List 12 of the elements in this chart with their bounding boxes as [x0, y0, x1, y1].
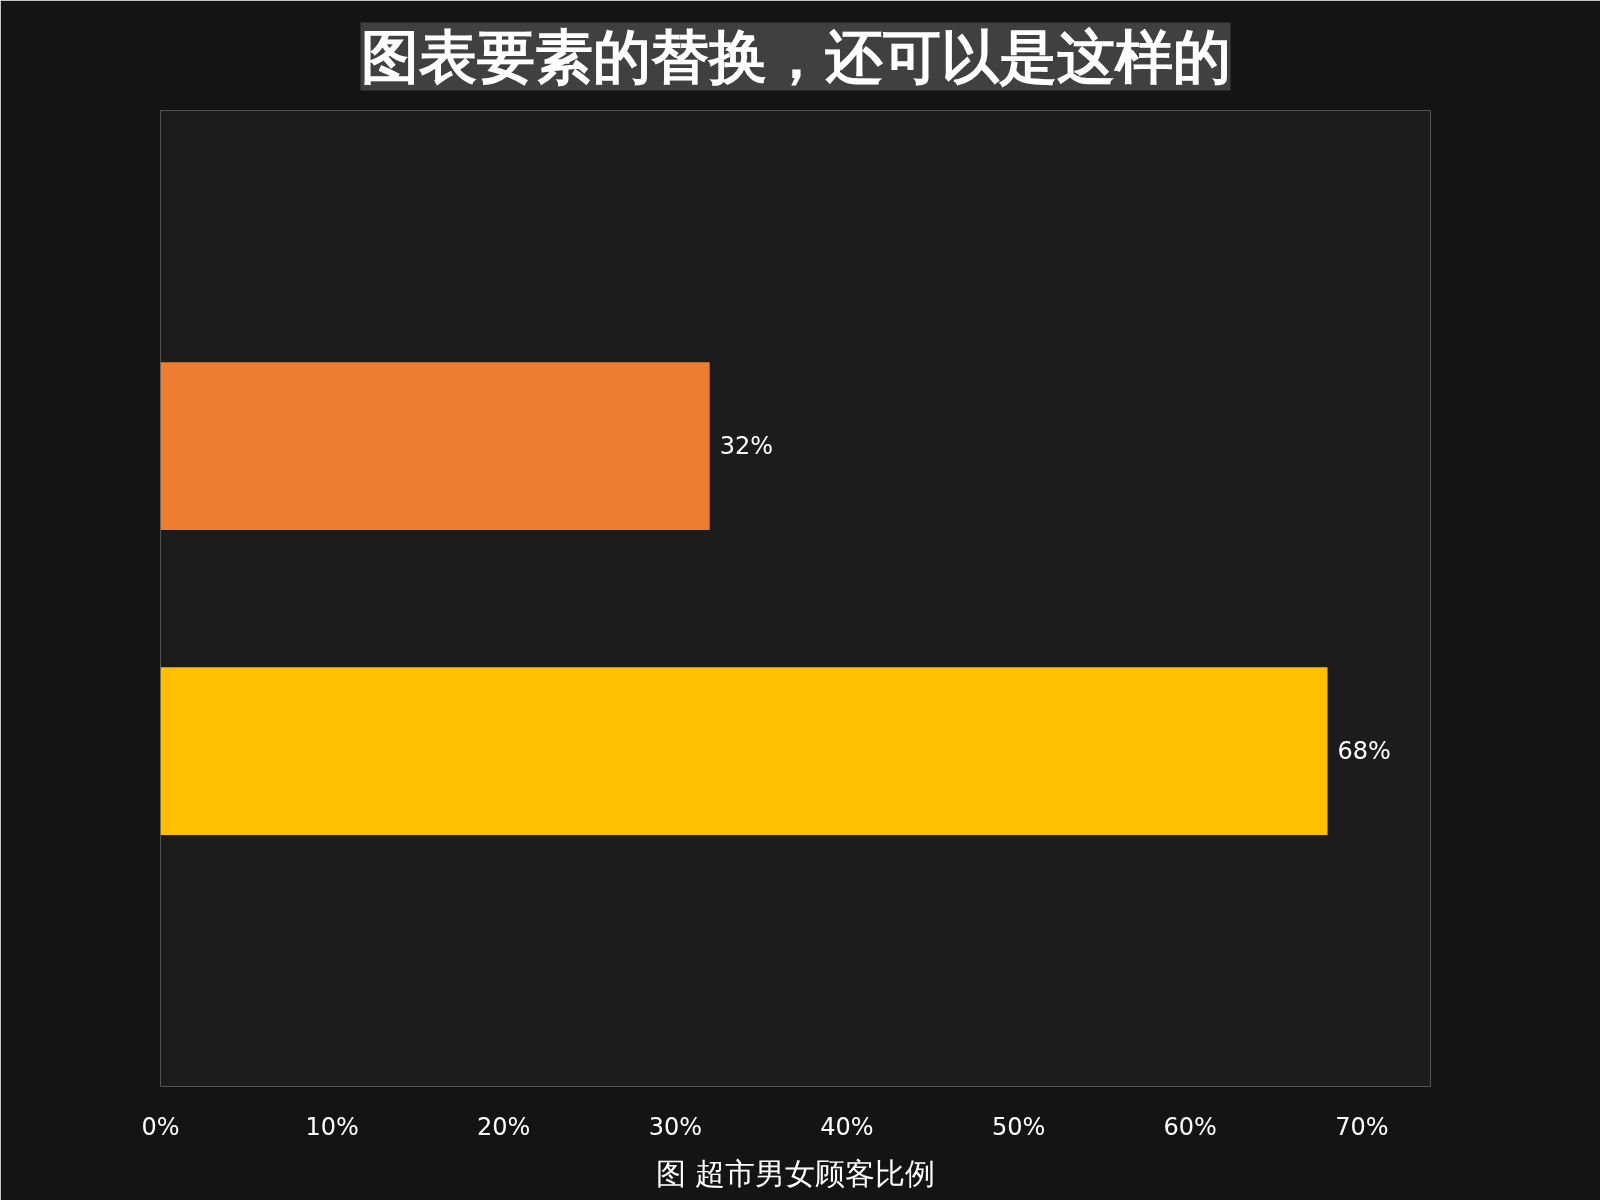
- x-tick-label: 20%: [477, 1112, 531, 1141]
- x-tick-label: 40%: [820, 1112, 874, 1141]
- text: 图 超市男女顾客比例: [655, 1155, 936, 1191]
- x-tick-label: 50%: [991, 1112, 1046, 1141]
- data-label: 68%: [1337, 737, 1391, 765]
- x-tick-label: 0%: [141, 1112, 180, 1141]
- x-tick-label: 60%: [1163, 1112, 1217, 1141]
- x-tick-label: 70%: [1335, 1112, 1389, 1141]
- data-label: 32%: [719, 432, 774, 460]
- x-tick-label: 30%: [648, 1112, 703, 1141]
- x-tick-label: 10%: [305, 1112, 359, 1141]
- chart-title: 图表要素的替换，还可以是这样的: [360, 22, 1231, 91]
